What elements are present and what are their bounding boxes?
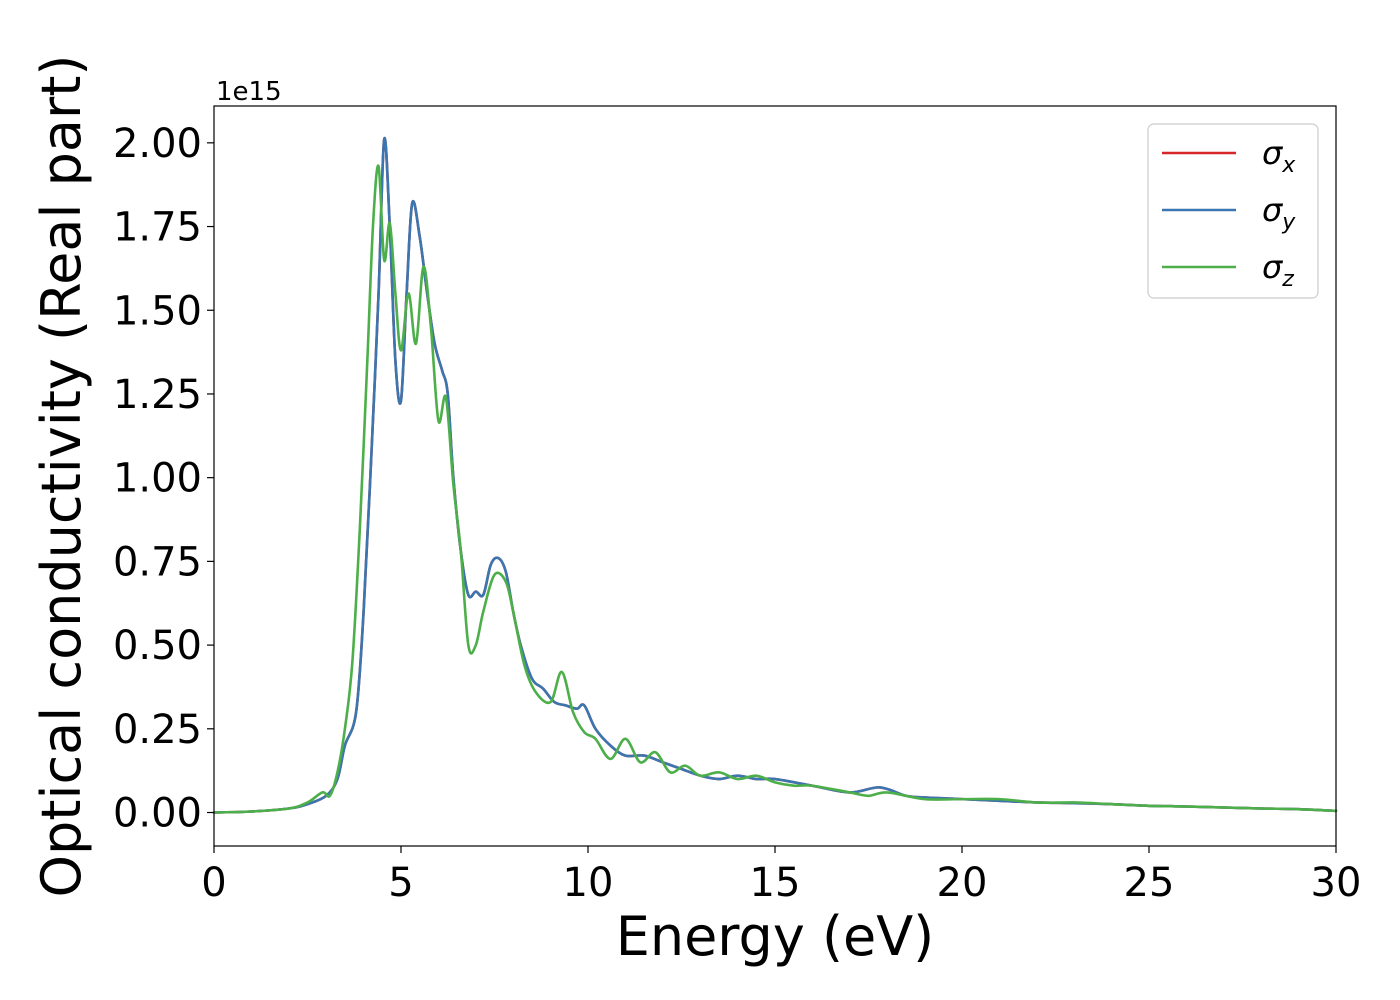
y-tick-label: 2.00 (113, 121, 202, 167)
y-tick-label: 1.50 (113, 288, 202, 334)
series-line-z (212, 164, 1338, 814)
y-axis: 0.00 0.25 0.50 0.75 1.00 1.25 1.50 1.75 2.00 (113, 121, 214, 837)
plot-lines (212, 136, 1338, 814)
x-tick-label: 10 (563, 860, 614, 906)
y-offset-label: 1e15 (216, 77, 282, 107)
x-tick-label: 0 (201, 860, 226, 906)
x-axis: 0 5 10 15 20 25 30 (201, 846, 1361, 906)
y-tick-label: 0.00 (113, 791, 202, 837)
x-tick-label: 20 (937, 860, 988, 906)
y-axis-label: Optical conductivity (Real part) (30, 55, 93, 898)
x-tick-label: 5 (388, 860, 413, 906)
x-tick-label: 15 (750, 860, 801, 906)
legend-subscript: x (1281, 153, 1296, 178)
y-tick-label: 1.75 (113, 205, 202, 251)
x-tick-label: 25 (1124, 860, 1175, 906)
legend-subscript: y (1281, 210, 1296, 235)
y-tick-label: 0.50 (113, 623, 202, 669)
x-axis-label: Energy (eV) (616, 905, 935, 968)
y-tick-label: 1.00 (113, 456, 202, 502)
y-tick-label: 1.25 (113, 372, 202, 418)
y-tick-label: 0.25 (113, 707, 202, 753)
legend-subscript: z (1281, 267, 1294, 292)
x-tick-label: 30 (1311, 860, 1362, 906)
y-tick-label: 0.75 (113, 539, 202, 585)
